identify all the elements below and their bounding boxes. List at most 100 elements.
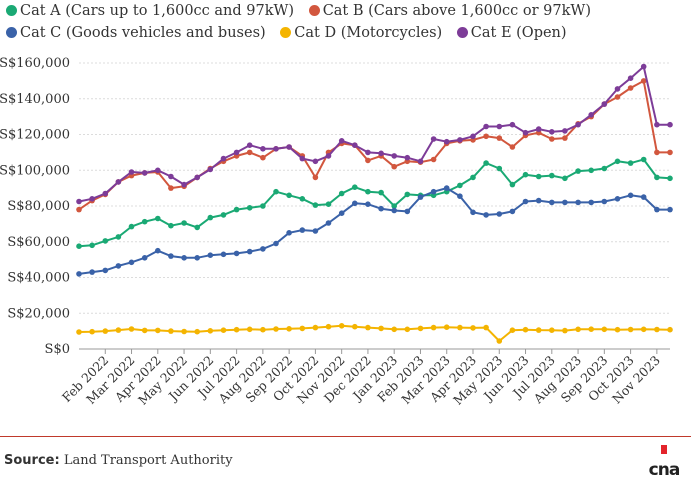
data-point[interactable]: [588, 326, 594, 333]
data-point[interactable]: [128, 169, 135, 175]
data-point[interactable]: [168, 222, 174, 229]
data-point[interactable]: [194, 224, 200, 231]
data-point[interactable]: [233, 250, 240, 257]
data-point[interactable]: [614, 196, 621, 202]
data-point[interactable]: [365, 324, 371, 331]
data-point[interactable]: [246, 326, 253, 333]
data-point[interactable]: [299, 325, 306, 332]
data-point[interactable]: [457, 137, 463, 143]
data-point[interactable]: [352, 200, 358, 207]
data-point[interactable]: [141, 218, 148, 225]
data-point[interactable]: [220, 212, 227, 218]
data-point[interactable]: [535, 126, 542, 132]
data-point[interactable]: [430, 324, 437, 331]
data-point[interactable]: [549, 327, 555, 334]
data-point[interactable]: [115, 179, 122, 185]
data-point[interactable]: [233, 206, 240, 213]
data-point[interactable]: [260, 146, 266, 152]
data-point[interactable]: [601, 326, 608, 333]
data-point[interactable]: [535, 327, 542, 333]
data-point[interactable]: [220, 251, 227, 258]
data-point[interactable]: [654, 149, 660, 156]
data-point[interactable]: [115, 327, 122, 333]
data-point[interactable]: [430, 136, 437, 142]
data-point[interactable]: [286, 230, 292, 236]
data-point[interactable]: [575, 168, 581, 174]
data-point[interactable]: [260, 203, 266, 209]
data-point[interactable]: [417, 325, 424, 332]
data-point[interactable]: [181, 254, 187, 261]
data-point[interactable]: [89, 328, 95, 335]
data-point[interactable]: [338, 323, 345, 329]
data-point[interactable]: [483, 160, 489, 166]
data-point[interactable]: [260, 246, 266, 252]
data-point[interactable]: [286, 192, 292, 199]
data-point[interactable]: [627, 326, 634, 333]
data-point[interactable]: [562, 128, 568, 134]
data-point[interactable]: [614, 94, 621, 100]
data-point[interactable]: [155, 167, 161, 174]
data-point[interactable]: [562, 327, 568, 334]
data-point[interactable]: [312, 158, 319, 165]
data-point[interactable]: [509, 121, 516, 128]
data-point[interactable]: [575, 199, 581, 206]
data-point[interactable]: [404, 326, 411, 333]
data-point[interactable]: [483, 123, 489, 130]
data-point[interactable]: [457, 182, 463, 189]
data-point[interactable]: [654, 174, 660, 181]
data-point[interactable]: [207, 166, 214, 173]
data-point[interactable]: [233, 326, 240, 333]
data-point[interactable]: [443, 324, 450, 331]
data-point[interactable]: [207, 252, 214, 258]
data-point[interactable]: [194, 174, 200, 181]
data-point[interactable]: [496, 123, 503, 130]
data-point[interactable]: [378, 205, 384, 212]
data-point[interactable]: [562, 175, 568, 182]
data-point[interactable]: [338, 190, 345, 197]
data-point[interactable]: [430, 156, 437, 163]
data-point[interactable]: [207, 328, 214, 334]
data-point[interactable]: [457, 324, 463, 331]
data-point[interactable]: [496, 165, 503, 172]
data-point[interactable]: [286, 326, 292, 332]
data-point[interactable]: [522, 171, 529, 178]
data-point[interactable]: [102, 267, 109, 274]
data-point[interactable]: [470, 209, 476, 216]
data-point[interactable]: [325, 153, 332, 159]
data-point[interactable]: [273, 146, 279, 152]
data-point[interactable]: [601, 165, 608, 172]
data-point[interactable]: [470, 325, 476, 331]
data-point[interactable]: [141, 327, 148, 334]
data-point[interactable]: [194, 254, 200, 261]
data-point[interactable]: [273, 240, 279, 247]
data-point[interactable]: [667, 149, 673, 156]
data-point[interactable]: [509, 181, 516, 188]
data-point[interactable]: [417, 194, 424, 200]
data-point[interactable]: [312, 228, 319, 234]
data-point[interactable]: [273, 326, 279, 332]
data-point[interactable]: [522, 198, 529, 205]
data-point[interactable]: [601, 101, 608, 107]
data-point[interactable]: [549, 199, 555, 206]
data-point[interactable]: [627, 160, 634, 166]
data-point[interactable]: [352, 142, 358, 148]
data-point[interactable]: [535, 197, 542, 204]
data-point[interactable]: [391, 203, 398, 209]
data-point[interactable]: [614, 86, 621, 92]
data-point[interactable]: [522, 129, 529, 136]
data-point[interactable]: [260, 154, 266, 161]
data-point[interactable]: [549, 136, 555, 142]
data-point[interactable]: [76, 206, 82, 213]
data-point[interactable]: [246, 205, 253, 211]
data-point[interactable]: [181, 220, 187, 226]
data-point[interactable]: [509, 327, 516, 334]
data-point[interactable]: [654, 121, 660, 128]
data-point[interactable]: [299, 155, 306, 162]
data-point[interactable]: [588, 112, 594, 118]
data-point[interactable]: [470, 174, 476, 181]
legend-item-cat-c[interactable]: Cat C (Goods vehicles and buses): [6, 22, 266, 44]
data-point[interactable]: [522, 326, 529, 333]
data-point[interactable]: [89, 196, 95, 202]
data-point[interactable]: [102, 328, 109, 334]
data-point[interactable]: [128, 223, 135, 230]
